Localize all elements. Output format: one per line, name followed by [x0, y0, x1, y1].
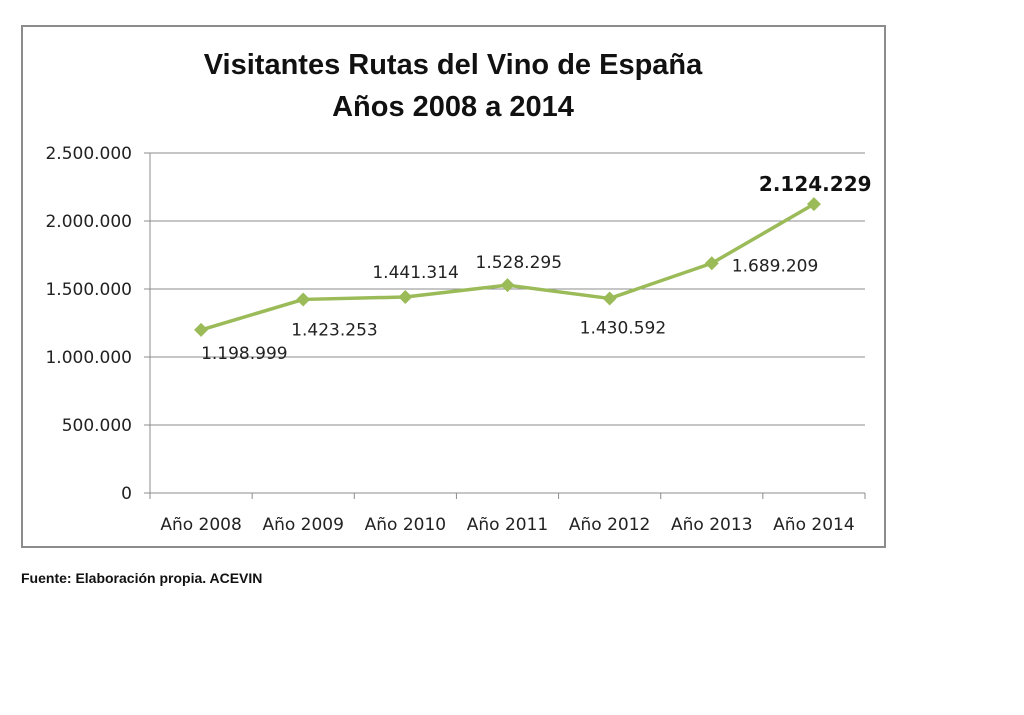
x-tick-label: Año 2011 [467, 515, 548, 535]
y-tick-label: 2.000.000 [45, 212, 132, 232]
data-label: 1.198.999 [201, 344, 288, 364]
data-label: 2.124.229 [759, 172, 872, 196]
x-tick-label: Año 2012 [569, 515, 650, 535]
data-label: 1.423.253 [291, 320, 378, 340]
y-tick-label: 1.000.000 [45, 348, 132, 368]
x-tick-label: Año 2013 [671, 515, 752, 535]
data-point-marker [500, 278, 515, 293]
data-point-marker [194, 322, 209, 337]
data-label: 1.441.314 [372, 263, 459, 283]
data-point-marker [806, 197, 821, 212]
data-point-marker [296, 292, 311, 307]
x-tick-label: Año 2010 [365, 515, 446, 535]
chart-title-line-1: Visitantes Rutas del Vino de España [204, 49, 703, 81]
data-point-marker [602, 291, 617, 306]
data-label: 1.689.209 [732, 256, 819, 276]
y-tick-label: 2.500.000 [45, 144, 132, 164]
data-point-marker [398, 289, 413, 304]
data-label: 1.528.295 [476, 253, 563, 273]
chart-title-line-2: Años 2008 a 2014 [332, 91, 574, 123]
chart-frame [21, 25, 886, 548]
data-point-marker [704, 256, 719, 271]
data-label: 1.430.592 [580, 318, 667, 338]
source-note: Fuente: Elaboración propia. ACEVIN [21, 570, 263, 586]
line-chart: Visitantes Rutas del Vino de España Años… [45, 49, 872, 535]
x-tick-label: Año 2008 [160, 515, 241, 535]
x-tick-label: Año 2009 [262, 515, 343, 535]
y-tick-label: 500.000 [62, 416, 132, 436]
y-tick-label: 0 [121, 484, 132, 504]
x-tick-label: Año 2014 [773, 515, 854, 535]
y-tick-label: 1.500.000 [45, 280, 132, 300]
